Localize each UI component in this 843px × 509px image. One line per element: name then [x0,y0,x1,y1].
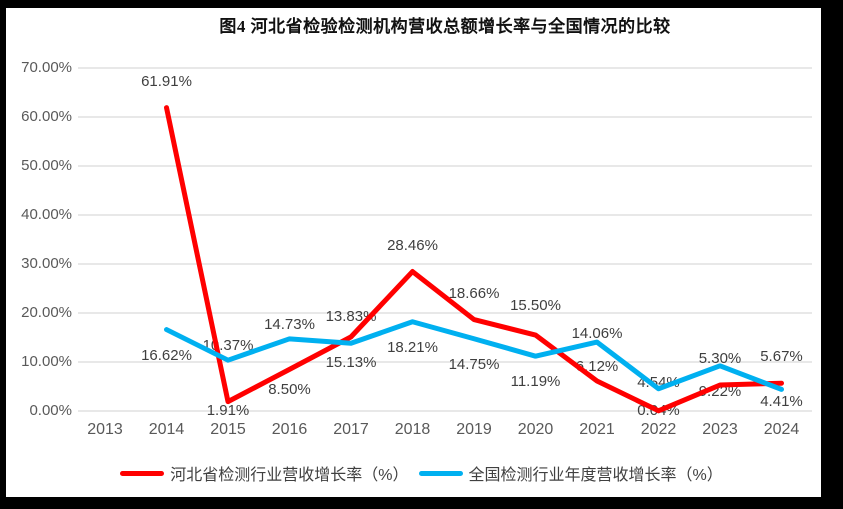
data-label-hebei: 15.50% [510,297,561,315]
chart-legend: 河北省检测行业营收增长率（%） 全国检测行业年度营收增长率（%） [0,461,843,485]
data-label-national: 11.19% [510,373,561,391]
chart-title: 图4 河北省检验检测机构营收总额增长率与全国情况的比较 [219,17,671,36]
x-axis-tick-label: 2023 [702,421,738,438]
legend-label-hebei: 河北省检测行业营收增长率（%） [170,467,409,484]
legend-line-swatch-hebei-icon [120,470,165,476]
data-label-national: 13.83% [325,308,377,326]
data-label-national: 18.21% [387,338,438,356]
data-label-national: 14.75% [448,355,500,373]
x-axis-tick-label: 2018 [394,421,431,438]
data-label-hebei: 1.91% [206,401,250,419]
y-axis-tick-label: 20.00% [21,304,72,321]
x-axis-tick-label: 2017 [333,421,369,438]
x-axis-tick-label: 2013 [87,421,123,438]
legend-line-swatch-national-icon [418,470,463,476]
legend-label-national: 全国检测行业年度营收增长率（%） [468,467,723,484]
x-axis-tick-label: 2022 [640,421,677,438]
y-axis-tick-label: 50.00% [21,157,72,174]
y-axis-tick-label: 0.00% [29,402,72,419]
data-label-national: 14.06% [571,325,623,343]
x-axis-tick-label: 2021 [579,421,615,438]
y-axis-tick-label: 60.00% [21,108,72,125]
data-label-national: 4.41% [760,393,803,411]
data-label-hebei: 61.91% [141,72,192,90]
x-axis-tick-label: 2015 [210,421,246,438]
y-axis-tick-label: 70.00% [21,59,72,76]
x-axis-tick-label: 2020 [517,421,554,438]
x-axis-tick-label: 2019 [456,421,492,438]
x-axis-tick-label: 2016 [271,421,308,438]
y-axis-tick-label: 10.00% [21,353,72,370]
x-axis-tick-label: 2024 [763,421,800,438]
data-label-hebei: 28.46% [387,236,438,254]
data-label-national: 10.37% [202,337,254,355]
data-label-hebei: 5.67% [760,348,803,366]
data-label-hebei: 8.50% [268,381,311,399]
data-label-hebei: 0.04% [637,401,680,419]
legend-item-national: 全国检测行业年度营收增长率（%） [418,461,723,485]
y-axis-tick-label: 40.00% [21,206,72,223]
y-axis-tick-label: 30.00% [21,255,72,272]
x-axis-tick-label: 2014 [148,421,185,438]
legend-item-hebei: 河北省检测行业营收增长率（%） [120,461,409,485]
